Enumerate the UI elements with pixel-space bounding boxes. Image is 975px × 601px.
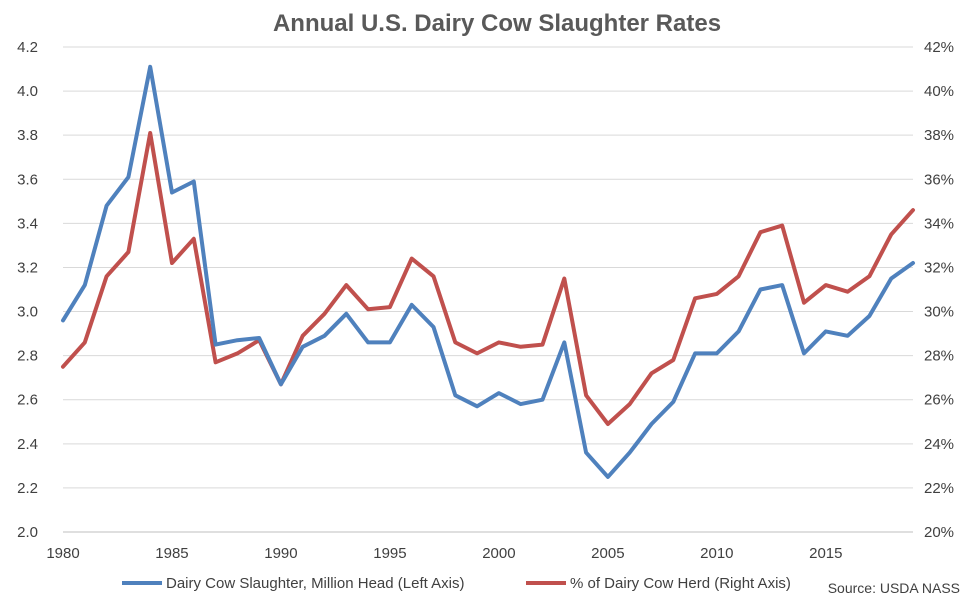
x-tick-label: 2015 — [809, 545, 842, 562]
legend: Dairy Cow Slaughter, Million Head (Left … — [122, 575, 791, 592]
left-tick-label: 2.2 — [17, 480, 38, 497]
right-tick-label: 30% — [924, 304, 954, 321]
right-tick-label: 20% — [924, 524, 954, 541]
series-group — [61, 64, 915, 479]
left-tick-label: 2.4 — [17, 436, 38, 453]
left-tick-label: 2.8 — [17, 348, 38, 365]
left-tick-label: 3.6 — [17, 171, 38, 188]
left-tick-label: 2.6 — [17, 392, 38, 409]
left-tick-label: 3.2 — [17, 259, 38, 276]
right-tick-label: 22% — [924, 480, 954, 497]
right-tick-label: 32% — [924, 259, 954, 276]
x-tick-label: 1985 — [155, 545, 188, 562]
x-tick-label: 1990 — [264, 545, 297, 562]
series-line-slaughter — [61, 64, 915, 479]
chart-title: Annual U.S. Dairy Cow Slaughter Rates — [273, 10, 721, 37]
x-axis: 1980 1985 1990 1995 2000 2005 2010 2015 — [46, 545, 842, 562]
right-tick-label: 26% — [924, 392, 954, 409]
right-tick-label: 34% — [924, 215, 954, 232]
series-line-herd-pct — [61, 131, 915, 426]
x-tick-label: 1980 — [46, 545, 79, 562]
right-tick-label: 28% — [924, 348, 954, 365]
left-tick-label: 3.8 — [17, 127, 38, 144]
x-tick-label: 2010 — [700, 545, 733, 562]
right-tick-label: 42% — [924, 39, 954, 56]
legend-label-slaughter: Dairy Cow Slaughter, Million Head (Left … — [166, 575, 464, 592]
left-tick-label: 3.4 — [17, 215, 38, 232]
left-tick-label: 4.0 — [17, 83, 38, 100]
source-note: Source: USDA NASS — [828, 580, 960, 596]
legend-label-herd-pct: % of Dairy Cow Herd (Right Axis) — [570, 575, 791, 592]
right-tick-label: 40% — [924, 83, 954, 100]
left-tick-label: 3.0 — [17, 304, 38, 321]
right-tick-label: 38% — [924, 127, 954, 144]
left-tick-label: 2.0 — [17, 524, 38, 541]
right-tick-label: 24% — [924, 436, 954, 453]
right-axis: 20% 22% 24% 26% 28% 30% 32% 34% 36% 38% 40% 42% — [924, 39, 954, 541]
x-tick-label: 2000 — [482, 545, 515, 562]
x-tick-label: 1995 — [373, 545, 406, 562]
left-axis: 2.0 2.2 2.4 2.6 2.8 3.0 3.2 3.4 3.6 3.8 4.0 4.2 — [17, 39, 38, 541]
x-tick-label: 2005 — [591, 545, 624, 562]
left-tick-label: 4.2 — [17, 39, 38, 56]
right-tick-label: 36% — [924, 171, 954, 188]
